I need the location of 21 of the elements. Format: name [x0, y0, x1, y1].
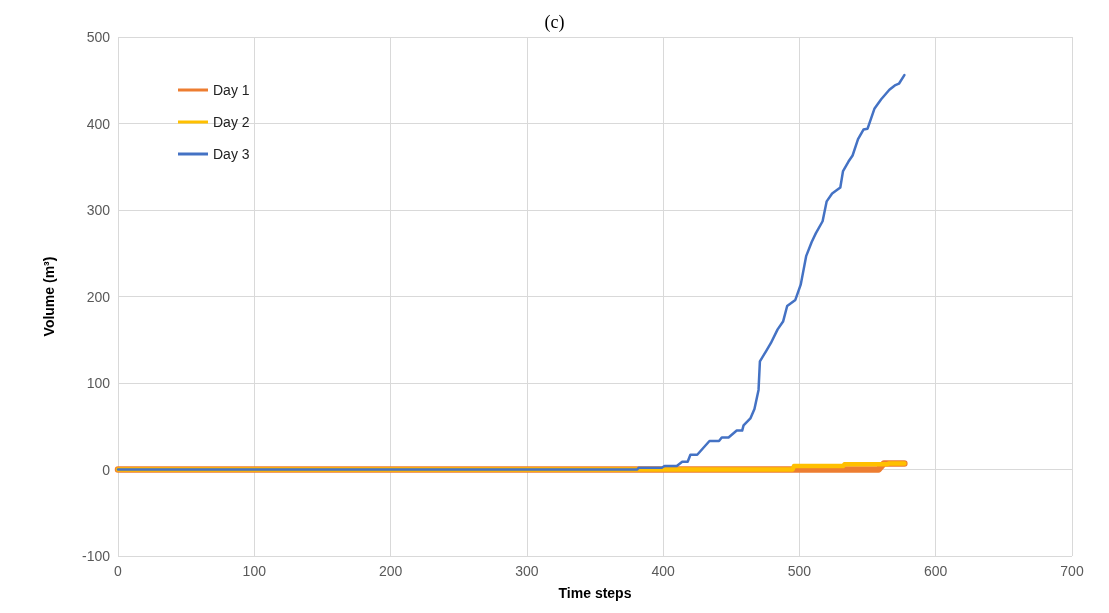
y-tick-label: 200 [86, 288, 111, 305]
legend-label: Day 2 [213, 114, 250, 130]
y-tick-label: 100 [86, 375, 111, 391]
x-tick-label: 0 [114, 563, 123, 579]
x-tick-label: 200 [378, 563, 403, 579]
y-tick-label: 0 [102, 461, 111, 478]
y-tick-label: -100 [81, 548, 111, 564]
y-tick-label: 300 [86, 202, 111, 218]
x-tick-label: 700 [1060, 563, 1084, 579]
x-tick-label: 500 [787, 563, 812, 579]
x-tick-label: 600 [924, 563, 948, 579]
x-axis-title: Time steps [558, 585, 632, 601]
y-axis-title: Volume (m³) [41, 256, 57, 337]
y-tick-label: 500 [86, 29, 111, 45]
x-tick-label: 300 [515, 563, 539, 579]
chart-title: (c) [544, 12, 565, 33]
y-tick-label: 400 [86, 115, 111, 132]
legend-label: Day 1 [213, 82, 250, 98]
x-tick-label: 100 [242, 563, 267, 579]
x-tick-label: 400 [651, 563, 676, 579]
legend-label: Day 3 [213, 146, 250, 162]
